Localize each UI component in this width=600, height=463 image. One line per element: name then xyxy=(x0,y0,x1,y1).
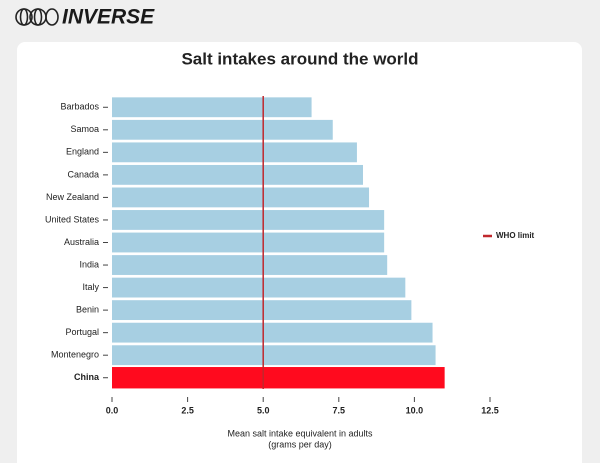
bar xyxy=(112,345,436,366)
y-tick-label: Montenegro xyxy=(51,350,99,360)
y-tick-label: New Zealand xyxy=(46,192,99,202)
x-axis-label: Mean salt intake equivalent in adults xyxy=(227,428,373,438)
logo-icon xyxy=(15,8,59,26)
y-tick-label: England xyxy=(66,147,99,157)
y-tick-label: Benin xyxy=(76,304,99,314)
x-tick-label: 12.5 xyxy=(481,405,499,415)
x-tick-label: 10.0 xyxy=(406,405,424,415)
y-tick-label: United States xyxy=(45,214,100,224)
y-tick-label: Barbados xyxy=(60,102,99,112)
bar xyxy=(112,142,357,163)
x-tick-label: 0.0 xyxy=(106,405,119,415)
bar xyxy=(112,119,333,140)
y-tick-label: Portugal xyxy=(65,327,99,337)
bar xyxy=(112,187,370,208)
x-tick-label: 2.5 xyxy=(181,405,194,415)
bar xyxy=(112,210,385,230)
legend-label: WHO limit xyxy=(496,231,535,240)
bar xyxy=(112,277,406,298)
chart-title: Salt intakes around the world xyxy=(181,49,418,68)
y-tick-label: India xyxy=(79,259,99,269)
bar xyxy=(112,97,312,118)
bar xyxy=(112,322,433,343)
bar xyxy=(112,367,445,389)
y-tick-label: Italy xyxy=(82,282,99,292)
x-axis-label: (grams per day) xyxy=(268,439,332,449)
bar xyxy=(112,255,388,275)
x-tick-label: 5.0 xyxy=(257,405,270,415)
bar xyxy=(112,164,363,185)
y-tick-label: Australia xyxy=(64,237,99,247)
bar xyxy=(112,232,385,253)
y-tick-label: Canada xyxy=(67,169,99,179)
x-tick-label: 7.5 xyxy=(333,405,346,415)
y-tick-label: China xyxy=(74,372,100,382)
bar xyxy=(112,300,412,321)
y-tick-label: Samoa xyxy=(70,124,99,134)
brand: INVERSE xyxy=(62,6,155,29)
